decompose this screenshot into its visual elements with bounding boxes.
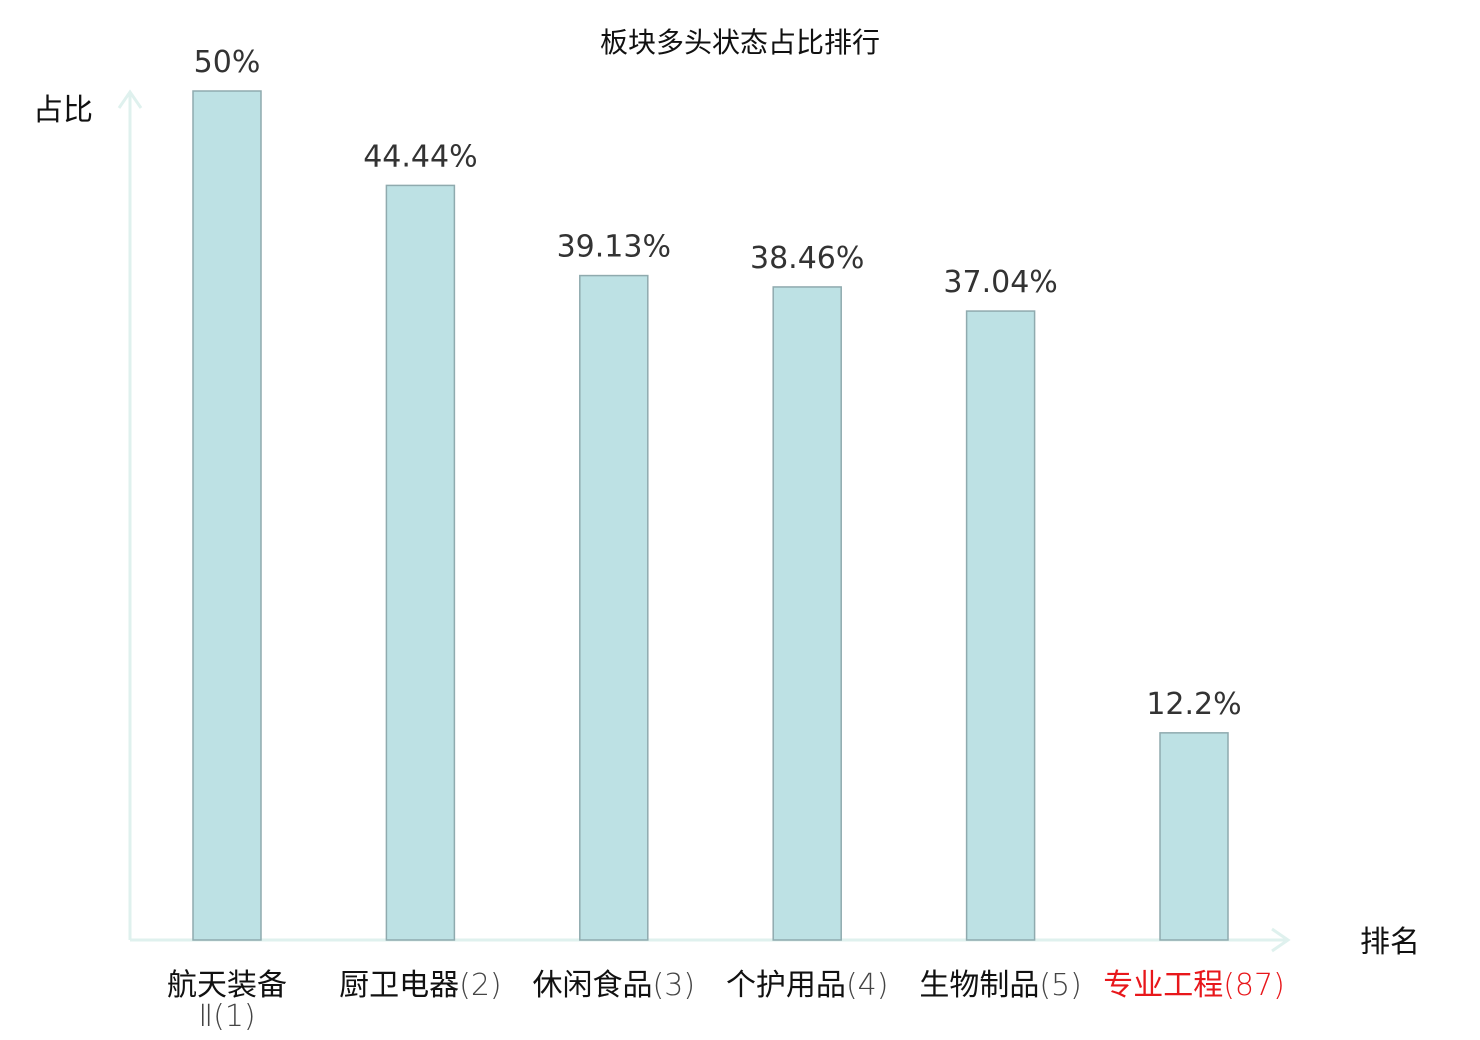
bar-4 (772, 286, 842, 941)
bar-5 (965, 310, 1036, 941)
bar-3 (579, 274, 649, 941)
value-label-2: 44.44% (363, 139, 477, 174)
category-rank: (3) (653, 968, 696, 1003)
bar-6 (1159, 732, 1229, 941)
category-name: 个护用品 (726, 968, 846, 1003)
category-rank: (2) (459, 968, 502, 1003)
category-label-3: 休闲食品(3) (533, 968, 696, 1003)
y-axis-label: 占比 (33, 93, 93, 128)
x-axis (130, 927, 1291, 953)
value-label-1: 50% (194, 45, 261, 80)
y-axis (117, 89, 143, 940)
category-name: 生物制品 (919, 968, 1039, 1003)
category-name: 航天装备 (167, 968, 287, 1003)
category-label-4: 个护用品(4) (726, 968, 889, 1003)
value-label-3: 39.13% (557, 230, 671, 265)
category-label-1: 航天装备 (167, 968, 287, 1003)
value-label-6: 12.2% (1146, 687, 1241, 722)
category-rank: (5) (1039, 968, 1082, 1003)
category-name: 厨卫电器 (339, 968, 459, 1003)
category-label-5: 生物制品(5) (919, 968, 1082, 1003)
value-label-5: 37.04% (943, 265, 1057, 300)
category-label-2: 厨卫电器(2) (339, 968, 502, 1003)
category-label-6: 专业工程(87) (1103, 968, 1285, 1003)
category-name: 专业工程 (1103, 968, 1223, 1003)
chart-title: 板块多头状态占比排行 (600, 26, 880, 59)
value-labels: 50% 44.44% 39.13% 38.46% 37.04% 12.2% (194, 45, 1242, 722)
value-label-4: 38.46% (750, 241, 864, 276)
x-axis-label: 排名 (1360, 925, 1420, 960)
bars (192, 90, 1229, 941)
category-name-part2: Ⅱ (198, 999, 213, 1034)
bar-2 (385, 184, 456, 941)
category-label-1-line2: Ⅱ(1) (198, 999, 255, 1034)
bar-1 (192, 90, 262, 941)
category-rank: (87) (1223, 968, 1285, 1003)
category-rank: (4) (846, 968, 889, 1003)
category-name: 休闲食品 (533, 968, 653, 1003)
category-rank: (1) (213, 999, 256, 1034)
